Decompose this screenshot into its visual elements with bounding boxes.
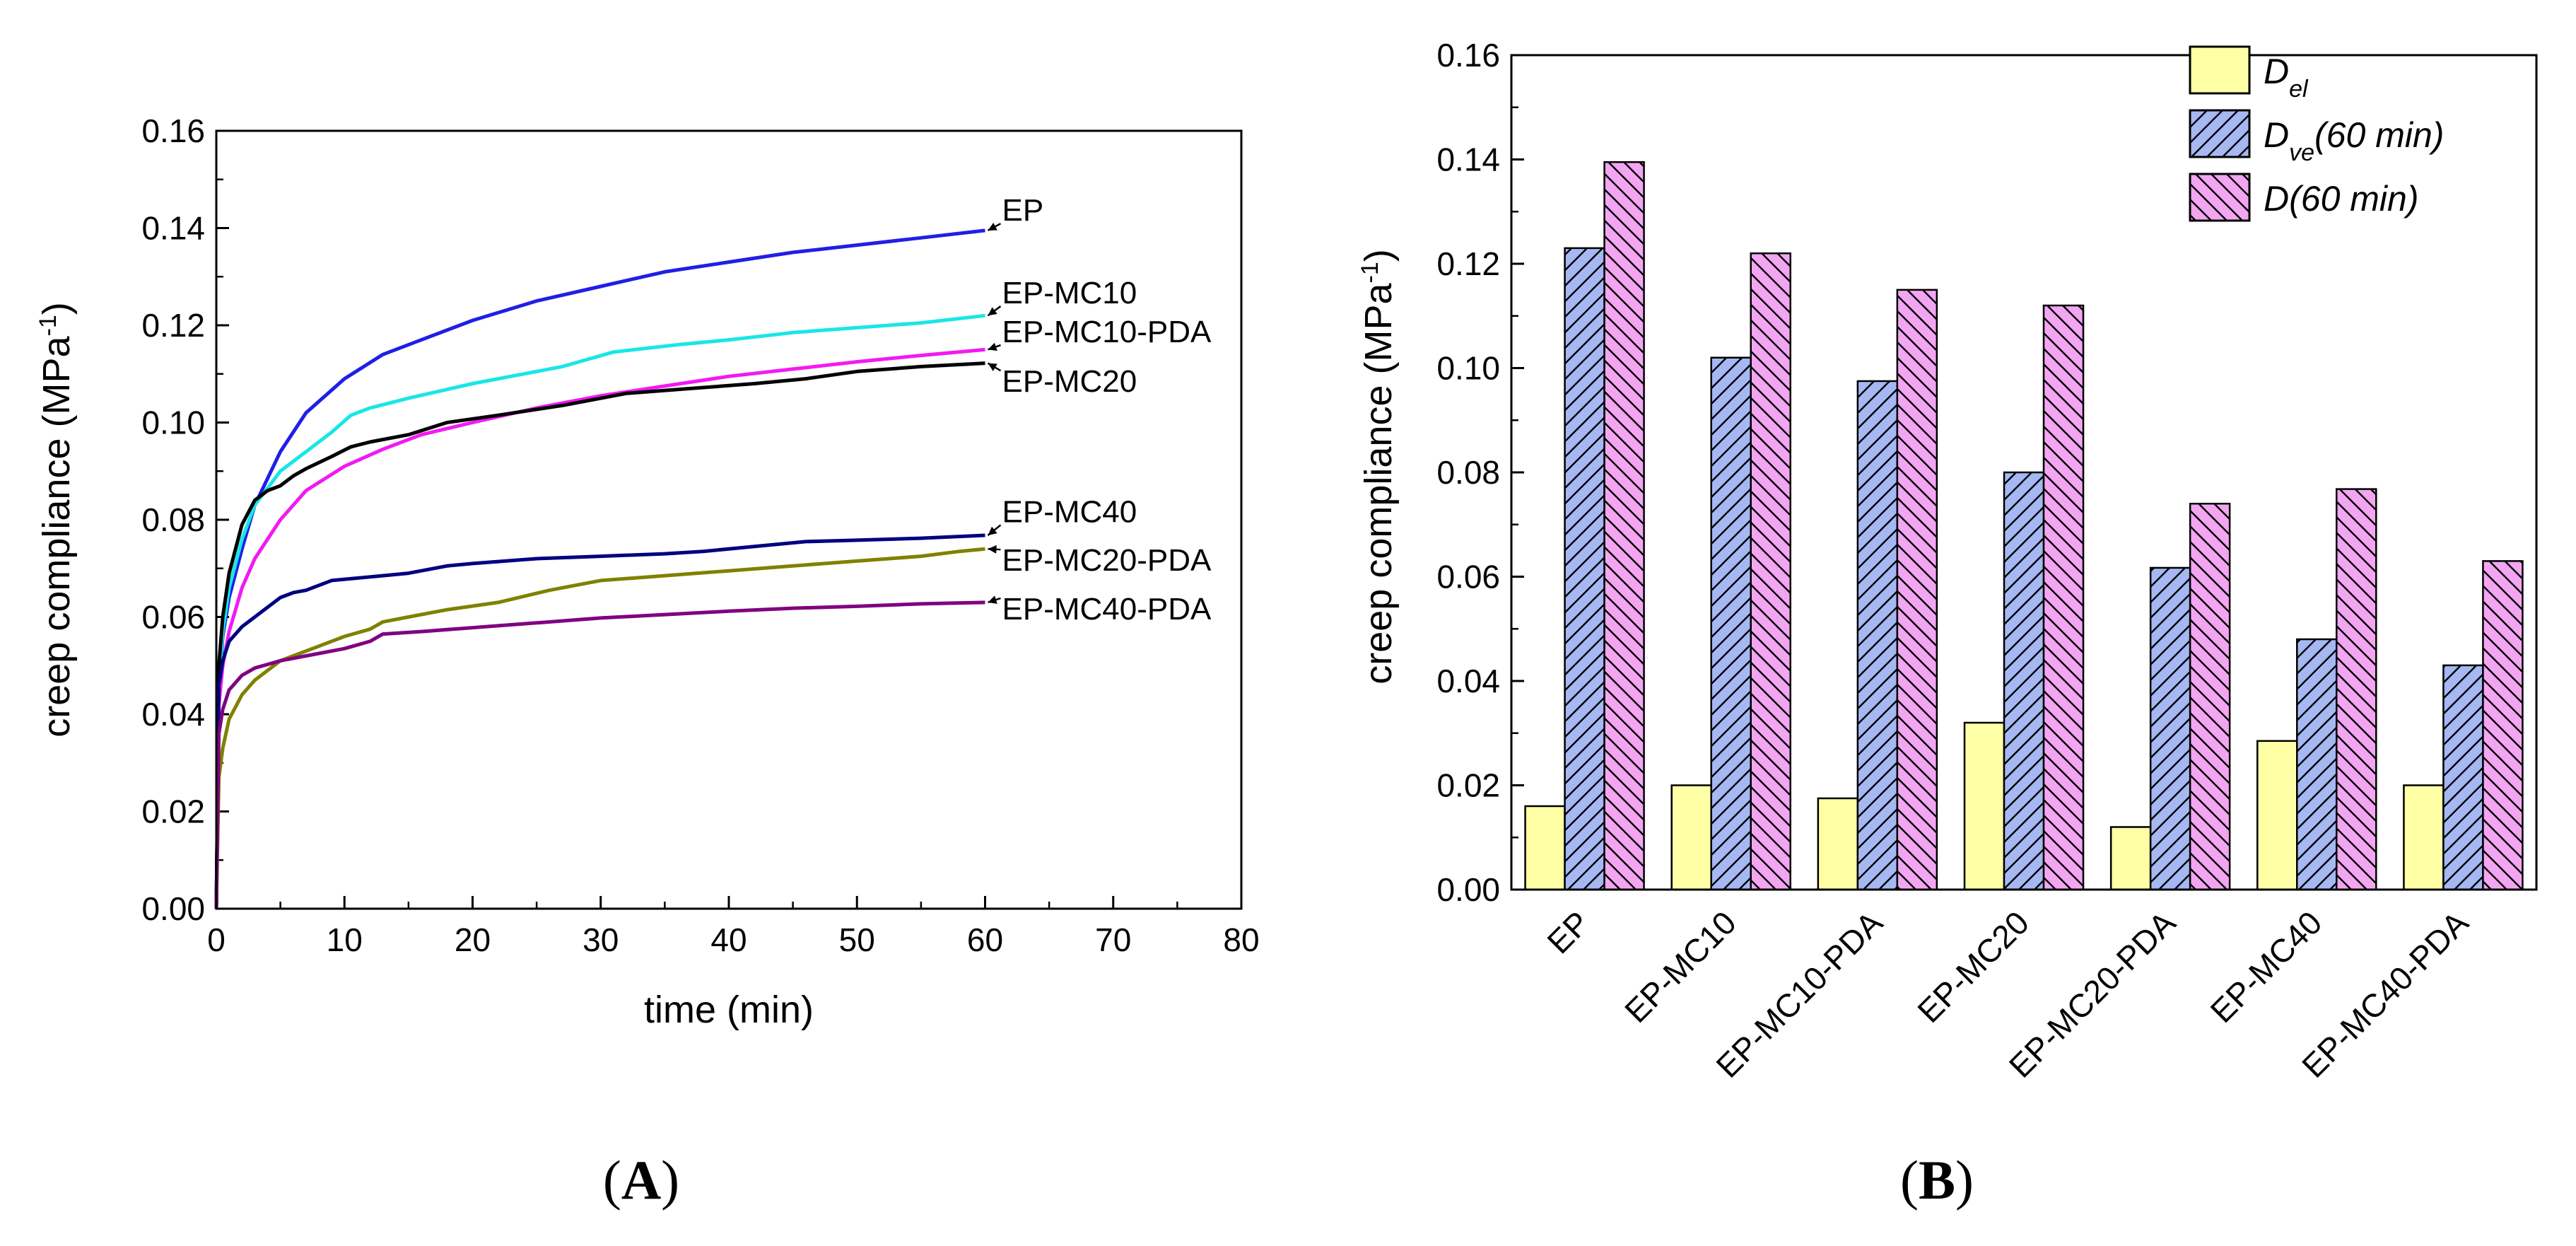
panel-a-ytick-label: 0.08 <box>141 501 205 538</box>
panel-a-ytick-label: 0.10 <box>141 404 205 441</box>
end-label-arrowhead <box>988 222 997 231</box>
end-label-ep-mc10: EP-MC10 <box>1002 276 1137 310</box>
end-label-arrowhead <box>988 363 997 371</box>
panel-a-ytick-label: 0.14 <box>141 210 205 247</box>
panel-b-bars <box>1524 161 2524 891</box>
panel-a-xtick-label: 50 <box>839 921 875 958</box>
category-label-ep-mc40: EP-MC40 <box>2203 904 2329 1030</box>
end-label-arrowhead <box>988 595 997 604</box>
legend-swatch-dve <box>2189 109 2251 158</box>
panel-b-ylabel: creep compliance (MPa-1) <box>1357 249 1400 684</box>
end-label-ep: EP <box>1002 193 1044 228</box>
panel-b-ytick-label: 0.00 <box>1436 871 1500 908</box>
panel-a-ticks: 0 10 20 30 40 50 60 70 80 0.00 0.02 0.04 0.06 0.08 0.1… <box>141 112 1259 958</box>
panel-a-xtick-label: 60 <box>967 921 1003 958</box>
series-line-ep-mc40-pda <box>214 600 985 909</box>
series-line-ep-mc10-pda <box>214 347 985 909</box>
panel-a-ytick-label: 0.16 <box>141 112 205 149</box>
bar-d-60-min-ep-mc20 <box>2042 304 2085 891</box>
end-label-arrowhead <box>988 307 997 316</box>
panel-a-series <box>214 228 985 909</box>
end-label-arrowhead <box>988 526 997 535</box>
series-line-ep-mc10 <box>214 313 985 909</box>
panel-a: 0 10 20 30 40 50 60 70 80 0.00 0.02 0.04 0.06 0.08 0.1… <box>35 112 1260 1211</box>
bar-d-el-ep-mc10 <box>1670 784 1712 891</box>
series-line-ep-mc20 <box>214 361 985 909</box>
bar-d-ve-60-min-ep-mc20-pda <box>2149 566 2191 891</box>
bar-d-60-min-ep-mc20-pda <box>2189 503 2231 891</box>
panel-a-ytick-label: 0.02 <box>141 793 205 830</box>
bar-d-el-ep-mc20-pda <box>2109 826 2152 891</box>
bar-d-el-ep-mc10-pda <box>1817 797 1859 891</box>
panel-b: 0.00 0.02 0.04 0.06 0.08 0.10 0.12 0.14 0.16 EP E… <box>1357 37 2538 1211</box>
legend-swatch-d60 <box>2189 173 2251 222</box>
end-label-ep-mc20-pda: EP-MC20-PDA <box>1002 543 1212 578</box>
legend-swatch-del <box>2189 45 2251 95</box>
bar-d-60-min-ep-mc40 <box>2336 488 2377 891</box>
bar-d-el-ep <box>1524 805 1566 891</box>
panel-a-ytick-label: 0.06 <box>141 599 205 636</box>
panel-b-ytick-label: 0.04 <box>1436 663 1500 699</box>
bar-d-ve-60-min-ep-mc40-pda <box>2442 664 2484 891</box>
panel-b-axes-frame <box>1510 54 2538 891</box>
panel-a-xtick-label: 70 <box>1095 921 1131 958</box>
category-label-ep-mc20: EP-MC20 <box>1910 904 2036 1030</box>
panel-b-ytick-label: 0.02 <box>1436 767 1500 804</box>
panel-a-ytick-label: 0.04 <box>141 696 205 733</box>
category-label-ep-mc10: EP-MC10 <box>1617 904 1743 1030</box>
panel-a-xtick-label: 40 <box>710 921 747 958</box>
legend-label-dve: Dve(60 min) <box>2264 115 2444 166</box>
panel-b-label: (B) <box>1900 1149 1974 1211</box>
panel-b-ytick-label: 0.14 <box>1436 141 1500 178</box>
series-line-ep-mc40 <box>214 533 985 909</box>
end-label-ep-mc10-pda: EP-MC10-PDA <box>1002 315 1212 349</box>
panel-b-ytick-label: 0.08 <box>1436 454 1500 491</box>
panel-a-xtick-label: 0 <box>207 921 226 958</box>
panel-a-xlabel: time (min) <box>644 989 814 1031</box>
series-line-ep-mc20-pda <box>214 547 985 909</box>
end-label-arrowhead <box>988 545 997 554</box>
legend-label-del: Del <box>2264 52 2309 103</box>
panel-a-xtick-label: 80 <box>1223 921 1259 958</box>
bar-d-el-ep-mc40 <box>2256 740 2298 891</box>
bar-d-el-ep-mc40-pda <box>2403 784 2445 891</box>
end-label-ep-mc40: EP-MC40 <box>1002 494 1137 529</box>
bar-d-el-ep-mc20 <box>1963 721 2006 891</box>
panel-a-xtick-label: 20 <box>455 921 491 958</box>
panel-b-legend: Del Dve(60 min) D(60 min) <box>2189 45 2444 222</box>
panel-b-ytick-label: 0.16 <box>1436 37 1500 74</box>
panel-a-label: (A) <box>603 1149 679 1211</box>
category-label-ep: EP <box>1540 904 1596 960</box>
panel-b-ytick-label: 0.10 <box>1436 350 1500 387</box>
panel-a-xtick-label: 10 <box>327 921 363 958</box>
bar-d-60-min-ep-mc10 <box>1750 252 1791 891</box>
panel-b-ytick-label: 0.06 <box>1436 559 1500 595</box>
bar-d-ve-60-min-ep-mc20 <box>2003 471 2045 891</box>
end-label-ep-mc20: EP-MC20 <box>1002 364 1137 399</box>
bar-d-ve-60-min-ep <box>1564 247 1605 891</box>
series-line-ep <box>214 228 985 909</box>
bar-d-60-min-ep-mc10-pda <box>1896 289 1938 891</box>
bar-d-60-min-ep-mc40-pda <box>2482 560 2524 891</box>
panel-a-ytick-label: 0.00 <box>141 890 205 927</box>
bar-d-ve-60-min-ep-mc10 <box>1710 356 1752 891</box>
panel-a-ylabel: creep compliance (MPa-1) <box>35 302 78 737</box>
bar-d-ve-60-min-ep-mc40 <box>2296 638 2338 891</box>
panel-b-ytick-label: 0.12 <box>1436 245 1500 282</box>
panel-a-ytick-label: 0.12 <box>141 307 205 344</box>
bar-d-ve-60-min-ep-mc10-pda <box>1856 380 1899 891</box>
end-label-arrowhead <box>988 342 997 351</box>
panel-a-axes-frame <box>215 129 1243 910</box>
panel-a-xtick-label: 30 <box>582 921 619 958</box>
bar-d-60-min-ep <box>1603 161 1645 891</box>
panel-a-end-labels: EP EP-MC10 EP-MC10-PDA EP-MC20 EP-MC40 EP-MC2… <box>987 193 1212 627</box>
panel-b-ticks: 0.00 0.02 0.04 0.06 0.08 0.10 0.12 0.14 0.16 <box>1436 37 2464 908</box>
end-label-ep-mc40-pda: EP-MC40-PDA <box>1002 592 1212 627</box>
legend-label-d60: D(60 min) <box>2264 179 2418 219</box>
